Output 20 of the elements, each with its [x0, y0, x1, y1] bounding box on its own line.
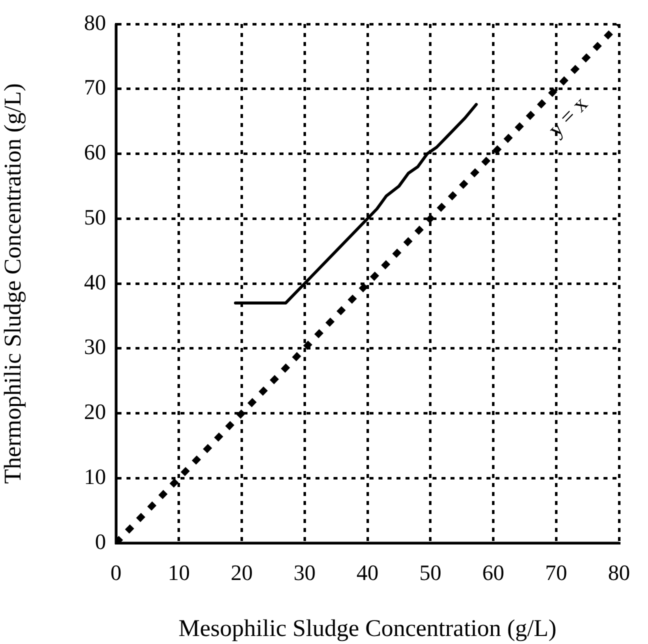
x-tick-label: 10	[168, 560, 190, 585]
y-tick-label: 50	[84, 204, 106, 230]
y-tick-label: 10	[84, 464, 106, 489]
y-tick-label: 60	[84, 140, 106, 165]
y-tick-label: 30	[84, 334, 106, 360]
y-tick-label: 70	[84, 74, 106, 100]
x-axis-title: Mesophilic Sludge Concentration (g/L)	[178, 616, 556, 642]
y-axis-title: Thermophilic Sludge Concentration (g/L)	[0, 83, 27, 484]
x-tick-label: 40	[356, 560, 378, 585]
x-tick-label: 80	[608, 560, 630, 585]
y-tick-label: 20	[84, 399, 106, 424]
x-tick-label: 50	[419, 560, 442, 585]
y-tick-label: 40	[84, 269, 106, 294]
x-tick-label: 20	[230, 560, 253, 585]
x-tick-label: 30	[294, 560, 316, 585]
x-tick-label: 0	[110, 560, 122, 585]
x-tick-label: 70	[545, 560, 568, 585]
x-tick-label: 60	[482, 560, 504, 585]
y-tick-label: 80	[84, 10, 106, 35]
y-tick-label: 0	[95, 528, 106, 554]
